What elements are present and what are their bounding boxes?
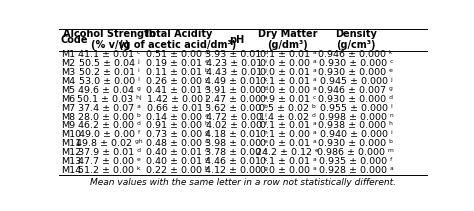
Text: 0.998 ± 0.000 ⁿ: 0.998 ± 0.000 ⁿ	[319, 113, 393, 122]
Text: 0.0 ± 0.01 ᵃ: 0.0 ± 0.01 ᵃ	[260, 68, 316, 77]
Text: 50.2 ± 0.01 ⁱ: 50.2 ± 0.01 ⁱ	[79, 68, 140, 77]
Text: Code: Code	[61, 35, 88, 45]
Text: 0.935 ± 0.000 ᶠ: 0.935 ± 0.000 ᶠ	[319, 157, 393, 166]
Text: 0.1 ± 0.01 ᵃ: 0.1 ± 0.01 ᵃ	[260, 77, 316, 86]
Text: M6: M6	[61, 95, 75, 104]
Text: 0.930 ± 0.000 ᵇ: 0.930 ± 0.000 ᵇ	[319, 139, 393, 148]
Text: 47.7 ± 0.00 ᵉ: 47.7 ± 0.00 ᵉ	[78, 157, 141, 166]
Text: 24.2 ± 0.12 ᵉ: 24.2 ± 0.12 ᵉ	[256, 148, 319, 157]
Text: 0.945 ± 0.000 ʲ: 0.945 ± 0.000 ʲ	[319, 77, 392, 86]
Text: pH: pH	[229, 35, 244, 45]
Text: M4: M4	[61, 77, 75, 86]
Text: 4.72 ± 0.00 ˡ: 4.72 ± 0.00 ˡ	[206, 113, 267, 122]
Text: 0.40 ± 0.01 ᵈ: 0.40 ± 0.01 ᵈ	[146, 157, 209, 166]
Text: 50.5 ± 0.04 ʲ: 50.5 ± 0.04 ʲ	[79, 59, 140, 68]
Text: 28.0 ± 0.00 ᵇ: 28.0 ± 0.00 ᵇ	[78, 113, 141, 122]
Text: M13: M13	[61, 157, 81, 166]
Text: 0.26 ± 0.00 ᶜ: 0.26 ± 0.00 ᶜ	[146, 77, 209, 86]
Text: 0.14 ± 0.00 ᵃ: 0.14 ± 0.00 ᵃ	[146, 113, 209, 122]
Text: 3.91 ± 0.00 ᵈ: 3.91 ± 0.00 ᵈ	[205, 86, 268, 95]
Text: 53.0 ± 0.00 ˡ: 53.0 ± 0.00 ˡ	[79, 77, 140, 86]
Text: 0.1 ± 0.00 ᵃ: 0.1 ± 0.00 ᵃ	[260, 130, 316, 139]
Text: 4.18 ± 0.01 ʰ: 4.18 ± 0.01 ʰ	[205, 130, 268, 139]
Text: 0.91 ± 0.00 ʰ: 0.91 ± 0.00 ʰ	[146, 122, 209, 130]
Text: 49.8 ± 0.02 ᵍʰ: 49.8 ± 0.02 ᵍʰ	[76, 139, 143, 148]
Text: 0.40 ± 0.01 ᵈ: 0.40 ± 0.01 ᵈ	[146, 148, 209, 157]
Text: 0.48 ± 0.00 ᵉ: 0.48 ± 0.00 ᵉ	[146, 139, 209, 148]
Text: 37.9 ± 0.01 ᵈ: 37.9 ± 0.01 ᵈ	[78, 148, 141, 157]
Text: 0.946 ± 0.007 ᵍ: 0.946 ± 0.007 ᵍ	[319, 86, 393, 95]
Text: 0.955 ± 0.000 ˡ: 0.955 ± 0.000 ˡ	[319, 104, 392, 113]
Text: 0.66 ± 0.01 ᶠ: 0.66 ± 0.01 ᶠ	[147, 104, 209, 113]
Text: 49.0 ± 0.00 ᶠ: 49.0 ± 0.00 ᶠ	[79, 130, 141, 139]
Text: 4.49 ± 0.01 ᵏ: 4.49 ± 0.01 ᵏ	[205, 77, 268, 86]
Text: 0.5 ± 0.02 ᵇ: 0.5 ± 0.02 ᵇ	[259, 104, 317, 113]
Text: 3.93 ± 0.01 ᵈ: 3.93 ± 0.01 ᵈ	[205, 50, 268, 60]
Text: 49.6 ± 0.04 ᵍ: 49.6 ± 0.04 ᵍ	[78, 86, 141, 95]
Text: Total Acidity
(g of acetic acid/dm³): Total Acidity (g of acetic acid/dm³)	[119, 29, 237, 50]
Text: 0.930 ± 0.000 ᶜ: 0.930 ± 0.000 ᶜ	[319, 59, 393, 68]
Text: 4.02 ± 0.00 ᶠ: 4.02 ± 0.00 ᶠ	[206, 122, 267, 130]
Text: 0.22 ± 0.00 ᵇ: 0.22 ± 0.00 ᵇ	[146, 166, 209, 175]
Text: 37.4 ± 0.07 ᵃ: 37.4 ± 0.07 ᵃ	[78, 104, 141, 113]
Text: 0.986 ± 0.000 ᵐ: 0.986 ± 0.000 ᵐ	[318, 148, 394, 157]
Text: 0.11 ± 0.01 ᵇ: 0.11 ± 0.01 ᵇ	[146, 68, 209, 77]
Text: M14: M14	[61, 166, 81, 175]
Text: M12: M12	[61, 148, 81, 157]
Text: 41.1 ± 0.01 ᶜ: 41.1 ± 0.01 ᶜ	[79, 50, 141, 60]
Text: 4.43 ± 0.01 ʲ: 4.43 ± 0.01 ʲ	[206, 68, 267, 77]
Text: 0.930 ± 0.000 ᵉ: 0.930 ± 0.000 ᵉ	[319, 68, 393, 77]
Text: 4.23 ± 0.01 ⁱ: 4.23 ± 0.01 ⁱ	[206, 59, 267, 68]
Text: M3: M3	[61, 68, 75, 77]
Text: Density
(g/cm³): Density (g/cm³)	[335, 29, 377, 50]
Text: 0.928 ± 0.000 ᵃ: 0.928 ± 0.000 ᵃ	[319, 166, 393, 175]
Text: M5: M5	[61, 86, 75, 95]
Text: 51.2 ± 0.00 ᵏ: 51.2 ± 0.00 ᵏ	[78, 166, 141, 175]
Text: M7: M7	[61, 104, 75, 113]
Text: 1.42 ± 0.00 ʲ: 1.42 ± 0.00 ʲ	[147, 95, 208, 104]
Text: 50.1 ± 0.03 ʰʲ: 50.1 ± 0.03 ʰʲ	[77, 95, 142, 104]
Text: 0.946 ± 0.000 ᵏ: 0.946 ± 0.000 ᵏ	[319, 50, 393, 60]
Text: M1: M1	[61, 50, 75, 60]
Text: 0.19 ± 0.01 ᵉ: 0.19 ± 0.01 ᵉ	[146, 59, 209, 68]
Text: 0.0 ± 0.00 ᵃ: 0.0 ± 0.00 ᵃ	[260, 59, 316, 68]
Text: M9: M9	[61, 122, 75, 130]
Text: 46.2 ± 0.00 ᵈ: 46.2 ± 0.00 ᵈ	[78, 122, 141, 130]
Text: 2.47 ± 0.00 ᵃ: 2.47 ± 0.00 ᵃ	[205, 95, 268, 104]
Text: Alcohol Strength
(% v/v): Alcohol Strength (% v/v)	[64, 29, 156, 50]
Text: 0.51 ± 0.00 ᵃ: 0.51 ± 0.00 ᵃ	[146, 50, 209, 60]
Text: 0.0 ± 0.00 ᵃ: 0.0 ± 0.00 ᵃ	[260, 166, 316, 175]
Text: 0.1 ± 0.01 ᵃ: 0.1 ± 0.01 ᵃ	[260, 50, 316, 60]
Text: 4.46 ± 0.01 ᵏ: 4.46 ± 0.01 ᵏ	[205, 157, 268, 166]
Text: 0.1 ± 0.01 ᵃ: 0.1 ± 0.01 ᵃ	[260, 157, 316, 166]
Text: 0.41 ± 0.01 ᵈ: 0.41 ± 0.01 ᵈ	[146, 86, 209, 95]
Text: 0.930 ± 0.000 ᵈ: 0.930 ± 0.000 ᵈ	[319, 95, 393, 104]
Text: 3.78 ± 0.00 ᶜ: 3.78 ± 0.00 ᶜ	[205, 148, 268, 157]
Text: Dry Matter
(g/dm³): Dry Matter (g/dm³)	[258, 29, 318, 50]
Text: 0.1 ± 0.01 ᵃ: 0.1 ± 0.01 ᵃ	[260, 122, 316, 130]
Text: 3.62 ± 0.00 ᵇ: 3.62 ± 0.00 ᵇ	[205, 104, 268, 113]
Text: 4.12 ± 0.00 ᵍ: 4.12 ± 0.00 ᵍ	[205, 166, 268, 175]
Text: 1.4 ± 0.02 ᵈ: 1.4 ± 0.02 ᵈ	[259, 113, 316, 122]
Text: M2: M2	[61, 59, 75, 68]
Text: 0.938 ± 0.000 ʰ: 0.938 ± 0.000 ʰ	[319, 122, 393, 130]
Text: 0.940 ± 0.000 ⁱ: 0.940 ± 0.000 ⁱ	[319, 130, 392, 139]
Text: 0.0 ± 0.00 ᵃ: 0.0 ± 0.00 ᵃ	[260, 86, 316, 95]
Text: M8: M8	[61, 113, 75, 122]
Text: 0.9 ± 0.01 ᶜ: 0.9 ± 0.01 ᶜ	[260, 95, 316, 104]
Text: Mean values with the same letter in a row not statistically different.: Mean values with the same letter in a ro…	[90, 179, 396, 187]
Text: M10: M10	[61, 130, 81, 139]
Text: M11: M11	[61, 139, 81, 148]
Text: 0.0 ± 0.01 ᵃ: 0.0 ± 0.01 ᵃ	[260, 139, 316, 148]
Text: 3.98 ± 0.00 ᵉ: 3.98 ± 0.00 ᵉ	[205, 139, 268, 148]
Text: 0.73 ± 0.00 ᵍ: 0.73 ± 0.00 ᵍ	[146, 130, 209, 139]
